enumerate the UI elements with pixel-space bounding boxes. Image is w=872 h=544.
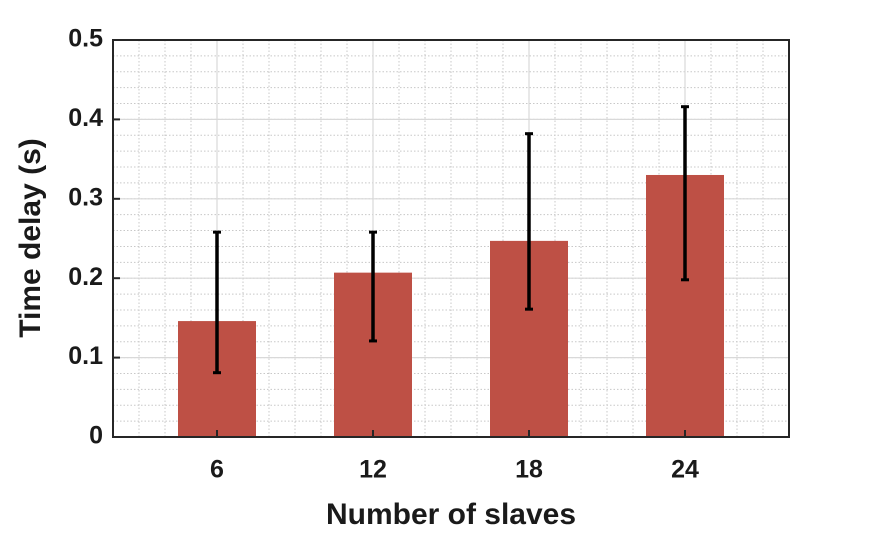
y-axis-label: Time delay (s) (14, 138, 47, 338)
x-tick-label: 18 (515, 456, 543, 484)
x-tick-label: 6 (210, 456, 224, 484)
x-tick-label: 24 (671, 456, 699, 484)
y-tick-label: 0.3 (68, 183, 103, 211)
y-tick-label: 0.5 (68, 25, 103, 53)
y-tick-label: 0.1 (68, 342, 103, 370)
y-tick-label: 0.2 (68, 263, 103, 291)
x-axis-label: Number of slaves (326, 498, 576, 531)
marks (178, 105, 724, 438)
y-tick-label: 0.4 (68, 104, 103, 132)
y-tick-label: 0 (89, 422, 103, 450)
x-tick-label: 12 (359, 456, 387, 484)
labels: 0 0.1 0.2 0.3 0.4 0.5 6 12 18 24 (68, 25, 699, 484)
plot-frame (112, 39, 790, 438)
